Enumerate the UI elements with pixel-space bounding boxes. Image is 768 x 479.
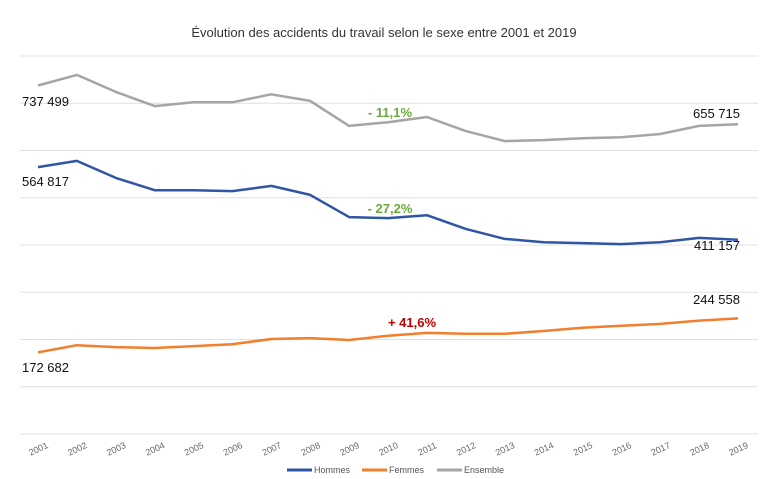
x-tick-label: 2010 (377, 440, 399, 458)
x-tick-label: 2002 (66, 440, 88, 458)
x-tick-label: 2001 (27, 440, 49, 458)
annotation-femmes-change: + 41,6% (388, 315, 437, 330)
gridlines (20, 55, 758, 435)
label-ensemble-start: 737 499 (22, 94, 69, 109)
series-lines (37, 73, 739, 354)
x-tick-label: 2016 (611, 440, 633, 458)
x-tick-label: 2011 (416, 440, 438, 457)
x-tick-label: 2014 (533, 440, 555, 458)
x-axis-ticks: 2001 2002 2003 2004 2005 2006 2007 2008 2009 2010… (27, 440, 749, 458)
x-tick-label: 2013 (494, 440, 516, 458)
series-line-hommes (37, 159, 739, 246)
x-tick-label: 2007 (261, 440, 283, 458)
x-tick-label: 2012 (455, 440, 477, 458)
x-tick-label: 2003 (105, 440, 127, 458)
x-tick-label: 2009 (338, 440, 360, 458)
x-tick-label: 2015 (572, 440, 594, 458)
series-line-ensemble (37, 73, 739, 143)
legend: Hommes Femmes Ensemble (287, 465, 504, 475)
legend-label-femmes: Femmes (389, 465, 425, 475)
x-tick-label: 2017 (649, 440, 671, 458)
x-tick-label: 2006 (222, 440, 244, 458)
legend-label-hommes: Hommes (314, 465, 351, 475)
annotation-ensemble-change: - 11,1% (368, 105, 413, 120)
label-ensemble-end: 655 715 (693, 106, 740, 121)
x-tick-label: 2018 (688, 440, 710, 458)
label-hommes-start: 564 817 (22, 174, 69, 189)
label-femmes-start: 172 682 (22, 360, 69, 375)
label-femmes-end: 244 558 (693, 292, 740, 307)
x-tick-label: 2004 (144, 440, 166, 458)
annotation-hommes-change: - 27,2% (368, 201, 413, 216)
legend-label-ensemble: Ensemble (464, 465, 504, 475)
chart-title: Évolution des accidents du travail selon… (191, 25, 576, 40)
x-tick-label: 2005 (183, 440, 205, 458)
label-hommes-end: 411 157 (694, 238, 740, 253)
x-tick-label: 2019 (727, 440, 749, 458)
series-line-femmes (37, 317, 739, 354)
x-tick-label: 2008 (299, 440, 321, 458)
